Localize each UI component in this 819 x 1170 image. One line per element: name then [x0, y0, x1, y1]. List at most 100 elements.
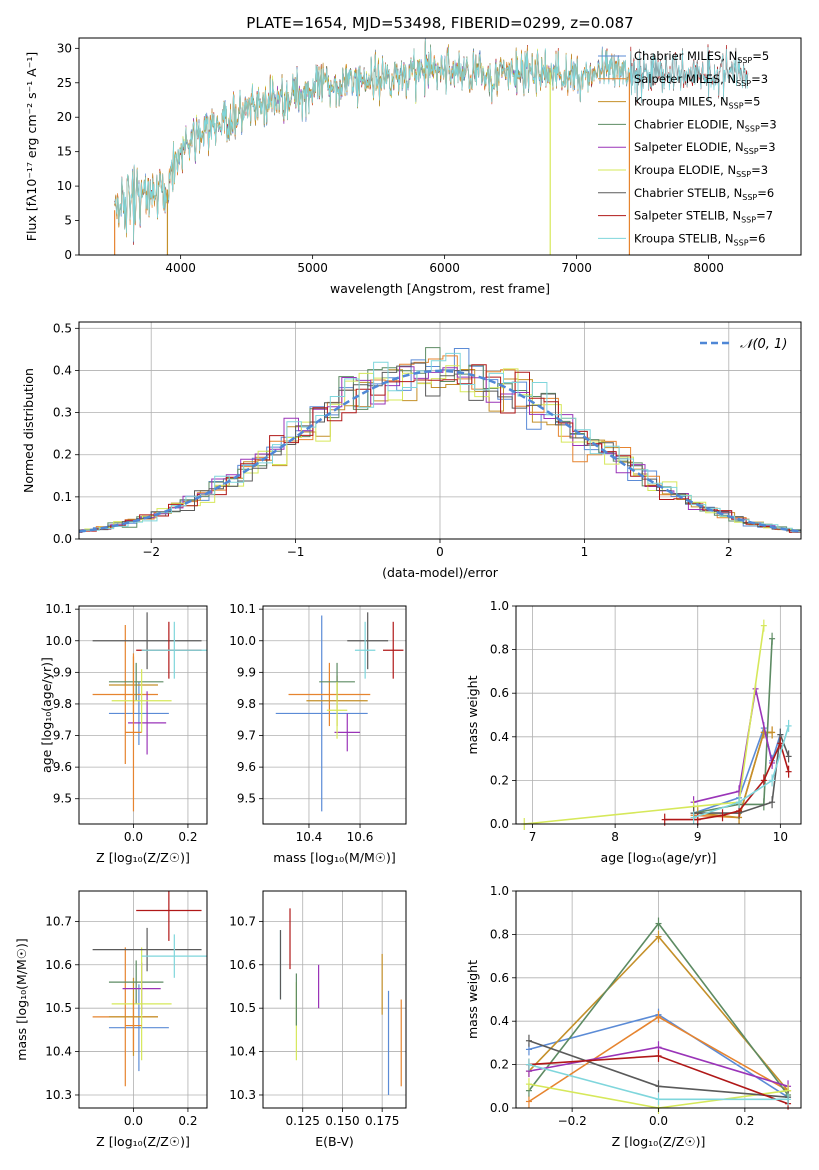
spectrum-panel: 4000 5000 6000 7000 8000 0 5 10 15 20 25 30 waveleng… — [24, 37, 802, 296]
legend-entry: Chabrier STELIB, NSSP=6 — [634, 186, 774, 202]
y-tick-label: 10.6 — [45, 958, 72, 972]
axes-frame — [262, 605, 407, 825]
y-tick-label: 10.0 — [229, 634, 256, 648]
y-tick-label: 9.5 — [53, 792, 72, 806]
residuals-panel: −2 −1 0 1 2 0.0 0.1 0.2 0.3 0.4 0.5 (data-model)/er… — [21, 321, 802, 580]
y-tick-label: 0.0 — [490, 817, 509, 831]
x-tick-label: 0.0 — [649, 1114, 668, 1128]
x-tick-label: 5000 — [297, 261, 328, 275]
y-axis-label: Normed distribution — [21, 368, 36, 493]
age-vs-mass-marks — [275, 612, 404, 812]
x-tick-label: 0.175 — [365, 1114, 399, 1128]
x-tick-label: 8000 — [693, 261, 724, 275]
y-axis-label: mass weight — [465, 675, 480, 754]
x-axis-label: E(B-V) — [315, 1134, 354, 1149]
legend-entry: Salpeter STELIB, NSSP=7 — [634, 209, 773, 225]
x-tick-label: 0.2 — [178, 830, 197, 844]
y-tick-label: 0.1 — [53, 490, 72, 504]
x-tick-label: 0.0 — [124, 1114, 143, 1128]
y-tick-label: 10.7 — [229, 914, 256, 928]
x-tick-label: 2 — [725, 545, 733, 559]
axes-frame — [78, 605, 208, 825]
y-tick-label: 0.4 — [490, 730, 509, 744]
y-axis-label: Flux [fλ10⁻¹⁷ erg cm⁻² s⁻¹ A⁻¹] — [24, 52, 39, 241]
mass-weight-series-line — [693, 638, 773, 814]
y-tick-label: 0.2 — [490, 773, 509, 787]
y-axis-label: mass weight — [465, 960, 480, 1039]
y-tick-label: 0.0 — [490, 1101, 509, 1115]
y-tick-label: 10.0 — [45, 634, 72, 648]
y-tick-label: 30 — [57, 41, 72, 55]
x-tick-label: 6000 — [429, 261, 460, 275]
y-tick-label: 25 — [57, 76, 72, 90]
y-tick-label: 0.8 — [490, 643, 509, 657]
y-tick-label: 10.3 — [229, 1088, 256, 1102]
mass-weight-vs-Z-panel: −0.2 0.0 0.2 0.0 0.2 0.4 0.6 0.8 1.0 Z [log₁₀(Z/Z… — [465, 884, 802, 1149]
y-tick-label: 0.3 — [53, 406, 72, 420]
y-tick-label: 10.4 — [45, 1045, 72, 1059]
normal-curve — [79, 369, 801, 533]
y-tick-label: 0.0 — [53, 532, 72, 546]
x-tick-label: 9 — [694, 830, 702, 844]
x-tick-label: 10.4 — [296, 830, 323, 844]
legend-entry: 𝒩(0, 1) — [740, 337, 787, 352]
x-axis-label: Z [log₁₀(Z/Z☉)] — [612, 1134, 706, 1149]
histogram-series-step — [79, 362, 801, 534]
spectrum-series-line — [114, 39, 749, 242]
x-tick-label: 0.2 — [735, 1114, 754, 1128]
x-tick-label: 0.150 — [325, 1114, 359, 1128]
y-tick-label: 0.5 — [53, 321, 72, 335]
spectrum-series-line — [180, 41, 551, 172]
y-tick-label: 10.6 — [229, 958, 256, 972]
histogram-series-step — [79, 369, 801, 532]
figure-title: PLATE=1654, MJD=53498, FIBERID=0299, z=0… — [246, 14, 633, 32]
mass-vs-Z-marks — [92, 891, 207, 1087]
y-tick-label: 1.0 — [490, 884, 509, 898]
x-tick-label: 0.0 — [124, 830, 143, 844]
y-axis-label: mass [log₁₀(M/M☉)] — [14, 938, 29, 1060]
y-tick-label: 10.3 — [45, 1088, 72, 1102]
y-tick-label: 0.4 — [53, 363, 72, 377]
x-tick-label: 7 — [529, 830, 537, 844]
y-tick-label: 10.5 — [229, 1001, 256, 1015]
y-tick-label: 10.5 — [45, 1001, 72, 1015]
x-tick-label: −1 — [287, 545, 305, 559]
y-tick-label: 9.9 — [53, 665, 72, 679]
x-tick-label: −0.2 — [558, 1114, 587, 1128]
y-tick-label: 9.7 — [53, 729, 72, 743]
y-tick-label: 9.8 — [237, 697, 256, 711]
y-tick-label: 10.4 — [229, 1045, 256, 1059]
y-tick-label: 10.1 — [229, 602, 256, 616]
x-tick-label: 4000 — [165, 261, 196, 275]
mass-vs-ebv-marks — [279, 908, 402, 1095]
residuals-marks — [79, 347, 801, 534]
x-axis-label: Z [log₁₀(Z/Z☉)] — [96, 1134, 190, 1149]
age-vs-Z-panel: 0.0 0.2 9.5 9.6 9.7 9.8 9.9 10.0 10.1 Z [log₁₀(Z/… — [39, 602, 208, 865]
spectrum-legend: Chabrier MILES, NSSP=5 Salpeter MILES, NS… — [598, 49, 777, 247]
y-tick-label: 9.8 — [53, 697, 72, 711]
y-tick-label: 10 — [57, 179, 72, 193]
y-tick-label: 0.6 — [490, 686, 509, 700]
x-tick-label: 0.2 — [178, 1114, 197, 1128]
x-axis-label: mass [log₁₀(M/M☉)] — [273, 850, 395, 865]
y-tick-label: 0.2 — [53, 448, 72, 462]
histogram-legend: 𝒩(0, 1) — [700, 337, 787, 352]
mass-weight-vs-Z-marks — [525, 917, 792, 1114]
x-tick-label: 7000 — [561, 261, 592, 275]
y-tick-label: 15 — [57, 145, 72, 159]
x-tick-label: 0 — [436, 545, 444, 559]
age-vs-mass-panel: 10.4 10.6 9.5 9.6 9.7 9.8 9.9 10.0 10.1 mass [log… — [229, 602, 407, 865]
mass-weight-vs-age-marks — [521, 619, 792, 830]
y-tick-label: 10.1 — [45, 602, 72, 616]
y-tick-label: 0.2 — [490, 1058, 509, 1072]
y-tick-label: 0.6 — [490, 971, 509, 985]
x-tick-label: −2 — [142, 545, 160, 559]
y-axis-label: age [log₁₀(age/yr)] — [39, 657, 54, 773]
legend-entry: Kroupa MILES, NSSP=5 — [634, 95, 760, 111]
y-tick-label: 9.5 — [237, 792, 256, 806]
x-axis-label: Z [log₁₀(Z/Z☉)] — [96, 850, 190, 865]
x-tick-label: 0.125 — [286, 1114, 320, 1128]
x-tick-label: 1 — [581, 545, 589, 559]
x-axis-label: (data-model)/error — [382, 565, 499, 580]
